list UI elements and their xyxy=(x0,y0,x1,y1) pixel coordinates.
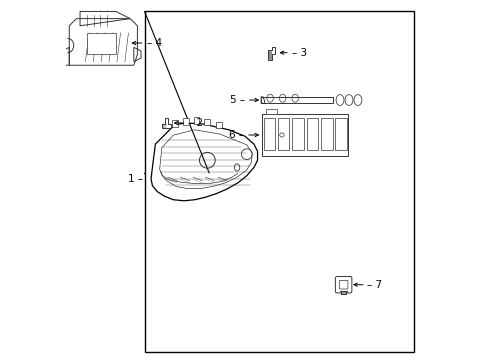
Bar xyxy=(335,118,347,150)
Bar xyxy=(204,119,210,125)
Bar xyxy=(194,117,199,124)
Text: 6 –: 6 – xyxy=(229,130,245,140)
Bar xyxy=(261,97,333,103)
Bar xyxy=(264,118,275,150)
Text: – 4: – 4 xyxy=(147,38,162,48)
Text: 5 –: 5 – xyxy=(230,95,245,105)
Bar xyxy=(293,118,304,150)
Bar xyxy=(145,12,414,352)
Text: – 3: – 3 xyxy=(292,48,307,58)
Text: 1 –: 1 – xyxy=(128,174,143,184)
Text: – 2: – 2 xyxy=(188,118,203,128)
Text: – 7: – 7 xyxy=(367,280,382,290)
Bar xyxy=(172,121,178,127)
Bar xyxy=(183,118,189,125)
Bar xyxy=(216,122,222,128)
Bar xyxy=(266,109,276,114)
FancyBboxPatch shape xyxy=(335,276,352,293)
FancyBboxPatch shape xyxy=(339,280,348,289)
Bar xyxy=(307,118,318,150)
Bar xyxy=(87,33,116,54)
Bar xyxy=(262,114,348,156)
Bar xyxy=(278,118,290,150)
Bar xyxy=(321,118,333,150)
